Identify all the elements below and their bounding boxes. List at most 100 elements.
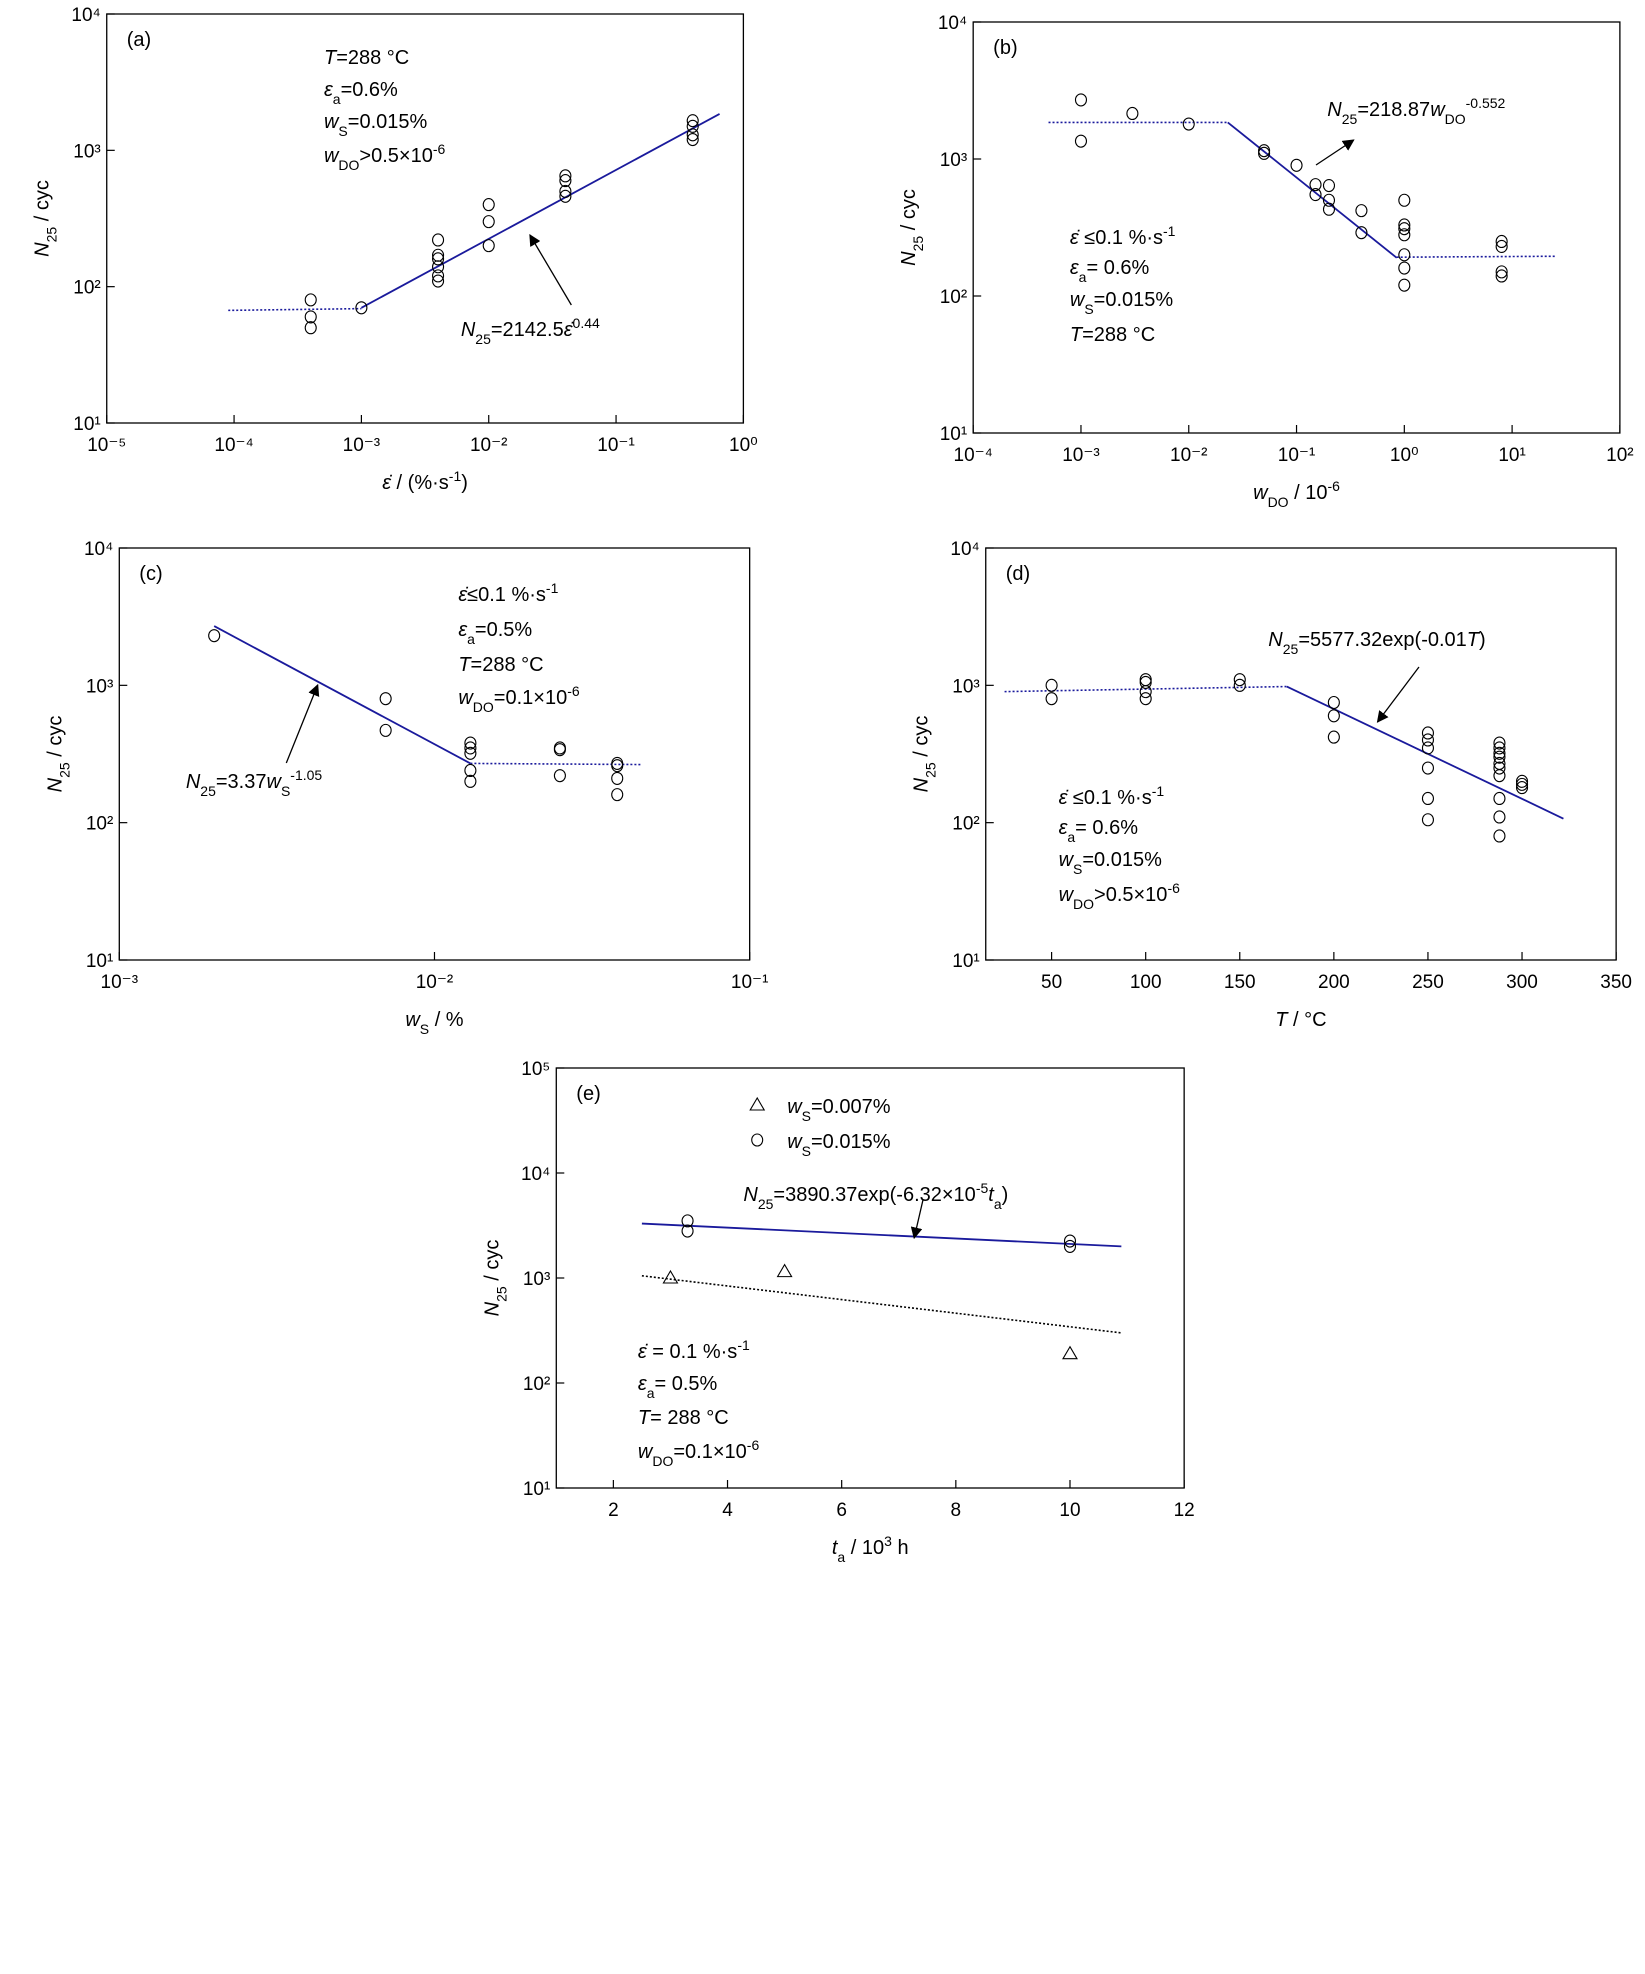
y-axis-label: N25 / cyc (32, 180, 60, 257)
legend-marker (751, 1133, 764, 1147)
point (1182, 117, 1195, 131)
text-part: / cyc (481, 1240, 503, 1287)
text-part: >0.5×10 (359, 145, 432, 167)
point (464, 741, 477, 755)
panel-label: (e) (576, 1083, 600, 1105)
text-part: -1.05 (290, 767, 322, 783)
x-tick-label: 10⁻² (470, 435, 508, 456)
point (304, 321, 317, 335)
x-tick-label: 10⁻³ (101, 972, 139, 993)
text-part: 25 (910, 236, 926, 252)
point (1398, 248, 1411, 262)
text-part: w (787, 1131, 803, 1153)
text-part: / cyc (44, 716, 66, 763)
point (1322, 202, 1336, 216)
point (1074, 93, 1088, 107)
point (1398, 193, 1411, 207)
annotation: N25=5577.32exp(-0.01T) (1268, 629, 1485, 657)
y-tick-label: 10² (73, 278, 100, 299)
point (1063, 1239, 1077, 1253)
y-tick-label: 10⁴ (71, 5, 100, 26)
annotation: εa=0.6% (324, 79, 398, 107)
text-part: DO (652, 1453, 673, 1469)
annotation: εa= 0.5% (638, 1373, 718, 1401)
point (464, 774, 477, 788)
text-part: =0.015% (811, 1131, 891, 1153)
panel-label: (c) (139, 563, 162, 585)
x-tick-label: 10⁻² (1170, 445, 1208, 466)
text-part: S (281, 783, 290, 799)
x-tick-label: 10⁻⁴ (214, 435, 253, 456)
point (1421, 741, 1434, 755)
text-part: -1 (546, 580, 559, 596)
text-part: N (461, 319, 476, 341)
text-part: N (911, 777, 933, 792)
y-tick-label: 10¹ (86, 951, 113, 972)
annotation: wDO=0.1×10-6 (638, 1437, 760, 1469)
text-part: h (892, 1537, 909, 1559)
x-tick-label: 10⁻² (416, 972, 454, 993)
y-tick-label: 10³ (86, 676, 113, 697)
text-part: ε (324, 79, 334, 101)
text-part: =2142.5 (491, 319, 564, 341)
point (1493, 761, 1506, 775)
text-part: ε̇ (564, 319, 575, 341)
x-tick-label: 10⁻⁵ (87, 435, 126, 456)
point (304, 310, 317, 324)
y-tick-label: 10⁴ (950, 539, 979, 560)
text-part: -6 (567, 683, 580, 699)
text-part: =0.1×10 (673, 1441, 746, 1463)
y-tick-label: 10⁴ (521, 1164, 550, 1185)
text-part: t (988, 1184, 995, 1206)
y-tick-label: 10³ (73, 141, 100, 162)
text-part: = 0.1 %·s (647, 1341, 738, 1363)
annotation: N25=3.37wS-1.05 (186, 767, 323, 799)
text-part: a (1067, 829, 1075, 845)
point (686, 128, 699, 142)
point (464, 763, 477, 778)
fit-line (641, 1222, 1122, 1248)
text-part: N (44, 777, 66, 792)
text-part: a (994, 1196, 1002, 1212)
text-part: S (802, 1108, 811, 1124)
y-tick-label: 10⁴ (84, 539, 113, 560)
panel-label: (d) (1006, 563, 1030, 585)
text-part: ε (458, 619, 468, 641)
point (1258, 146, 1271, 160)
text-part: w (324, 145, 340, 167)
x-tick-label: 10² (1606, 445, 1633, 466)
panel-label: (b) (993, 37, 1017, 59)
y-axis-label: N25 / cyc (481, 1240, 509, 1317)
x-tick-label: 10 (1059, 1500, 1080, 1521)
text-part: 3 (884, 1533, 892, 1549)
text-part: -1 (1152, 783, 1165, 799)
annotation: wS=0.015% (324, 111, 428, 139)
x-axis-label: ta / 103 h (832, 1533, 909, 1565)
point (464, 746, 477, 760)
text-part: / 10 (845, 1537, 884, 1559)
text-part: N (1268, 629, 1283, 651)
annotation: T=288 °C (1070, 324, 1155, 346)
point (686, 119, 699, 133)
point (1322, 193, 1336, 207)
point (1493, 829, 1506, 843)
x-axis-label: ε̇ / (%·s-1) (382, 468, 468, 494)
text-part: ≤0.1 %·s (1079, 227, 1163, 249)
y-tick-label: 10² (952, 814, 979, 835)
point (1063, 1234, 1077, 1248)
text-part: w (787, 1096, 803, 1118)
text-part: N (481, 1301, 503, 1316)
text-part: T (1275, 1009, 1289, 1031)
text-part: w (638, 1441, 654, 1463)
text-part: w (1059, 884, 1075, 906)
text-part: w (458, 687, 474, 709)
text-part: S (338, 123, 347, 139)
point (1495, 269, 1508, 283)
point (304, 293, 317, 307)
point (1421, 761, 1434, 775)
point (482, 215, 495, 229)
text-part: ε̇ (1059, 787, 1070, 809)
point (776, 1263, 793, 1278)
